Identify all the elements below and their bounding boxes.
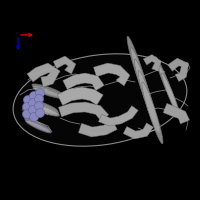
- Ellipse shape: [33, 87, 64, 98]
- Ellipse shape: [162, 73, 181, 119]
- Polygon shape: [143, 55, 161, 71]
- Ellipse shape: [26, 120, 51, 133]
- Circle shape: [35, 102, 44, 110]
- Ellipse shape: [13, 54, 187, 146]
- Polygon shape: [27, 63, 60, 87]
- Circle shape: [29, 106, 38, 114]
- Polygon shape: [94, 63, 130, 86]
- Ellipse shape: [158, 65, 178, 111]
- Ellipse shape: [131, 48, 152, 110]
- Polygon shape: [57, 87, 103, 105]
- Ellipse shape: [142, 82, 163, 144]
- Polygon shape: [63, 73, 104, 91]
- Circle shape: [22, 110, 32, 118]
- Ellipse shape: [155, 57, 174, 103]
- Polygon shape: [78, 121, 117, 137]
- Circle shape: [22, 102, 32, 112]
- Polygon shape: [123, 123, 153, 139]
- Circle shape: [36, 108, 44, 117]
- Ellipse shape: [32, 86, 63, 97]
- Ellipse shape: [138, 70, 159, 132]
- Polygon shape: [53, 56, 76, 74]
- Polygon shape: [168, 58, 189, 82]
- Polygon shape: [163, 103, 190, 124]
- Ellipse shape: [32, 84, 62, 95]
- Polygon shape: [99, 106, 138, 126]
- Ellipse shape: [25, 119, 50, 132]
- Ellipse shape: [127, 36, 148, 98]
- Ellipse shape: [25, 101, 59, 115]
- Circle shape: [29, 98, 38, 108]
- Circle shape: [30, 92, 38, 100]
- Circle shape: [24, 96, 32, 104]
- Polygon shape: [58, 102, 109, 121]
- Ellipse shape: [26, 103, 59, 116]
- Ellipse shape: [25, 100, 58, 113]
- Circle shape: [36, 88, 44, 98]
- Ellipse shape: [134, 59, 156, 121]
- Ellipse shape: [24, 118, 50, 130]
- Circle shape: [30, 112, 38, 121]
- Circle shape: [35, 95, 44, 104]
- Ellipse shape: [24, 98, 58, 112]
